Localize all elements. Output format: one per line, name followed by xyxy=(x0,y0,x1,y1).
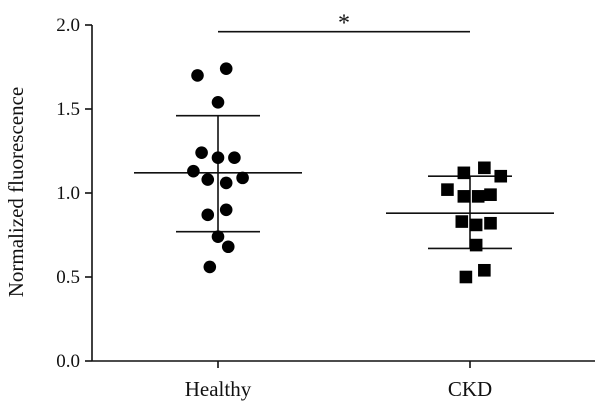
y-axis-label: Normalized fluorescence xyxy=(4,87,28,297)
data-point xyxy=(459,270,473,284)
data-point xyxy=(478,161,491,175)
data-point xyxy=(219,176,233,190)
data-point xyxy=(457,166,471,180)
data-point xyxy=(484,188,497,201)
data-point xyxy=(201,208,215,222)
y-tick-label: 2.0 xyxy=(56,15,80,36)
data-point xyxy=(494,169,508,183)
data-point xyxy=(469,218,483,232)
data-point xyxy=(484,216,497,230)
data-point xyxy=(228,151,241,165)
x-category-label: CKD xyxy=(448,377,492,401)
data-point xyxy=(219,62,233,75)
significance-label: * xyxy=(338,11,350,37)
data-point xyxy=(211,151,225,165)
data-point xyxy=(187,164,200,178)
data-point xyxy=(236,171,249,185)
data-point xyxy=(211,95,225,109)
data-point xyxy=(221,240,235,254)
data-point xyxy=(203,260,217,274)
data-point xyxy=(201,173,215,186)
y-axis: 0.0 0.5 1.0 1.5 2.0 xyxy=(56,15,93,372)
data-point xyxy=(478,263,491,277)
data-point xyxy=(469,238,483,252)
data-point xyxy=(211,230,225,243)
data-point xyxy=(219,203,233,217)
data-point xyxy=(471,190,485,203)
y-tick-label: 0.5 xyxy=(56,267,80,288)
group-healthy xyxy=(134,62,302,274)
x-axis: Healthy CKD xyxy=(92,360,595,401)
x-category-label: Healthy xyxy=(185,377,252,401)
group-ckd xyxy=(386,161,554,284)
significance-bracket: * xyxy=(218,11,470,37)
y-tick-label: 1.5 xyxy=(56,99,80,120)
data-point xyxy=(191,69,204,82)
y-tick-label: 1.0 xyxy=(56,183,80,204)
data-point xyxy=(195,146,208,159)
y-tick-label: 0.0 xyxy=(56,351,80,372)
data-groups xyxy=(134,62,554,284)
data-point xyxy=(455,215,469,228)
data-point xyxy=(457,190,471,203)
data-point xyxy=(441,183,454,196)
